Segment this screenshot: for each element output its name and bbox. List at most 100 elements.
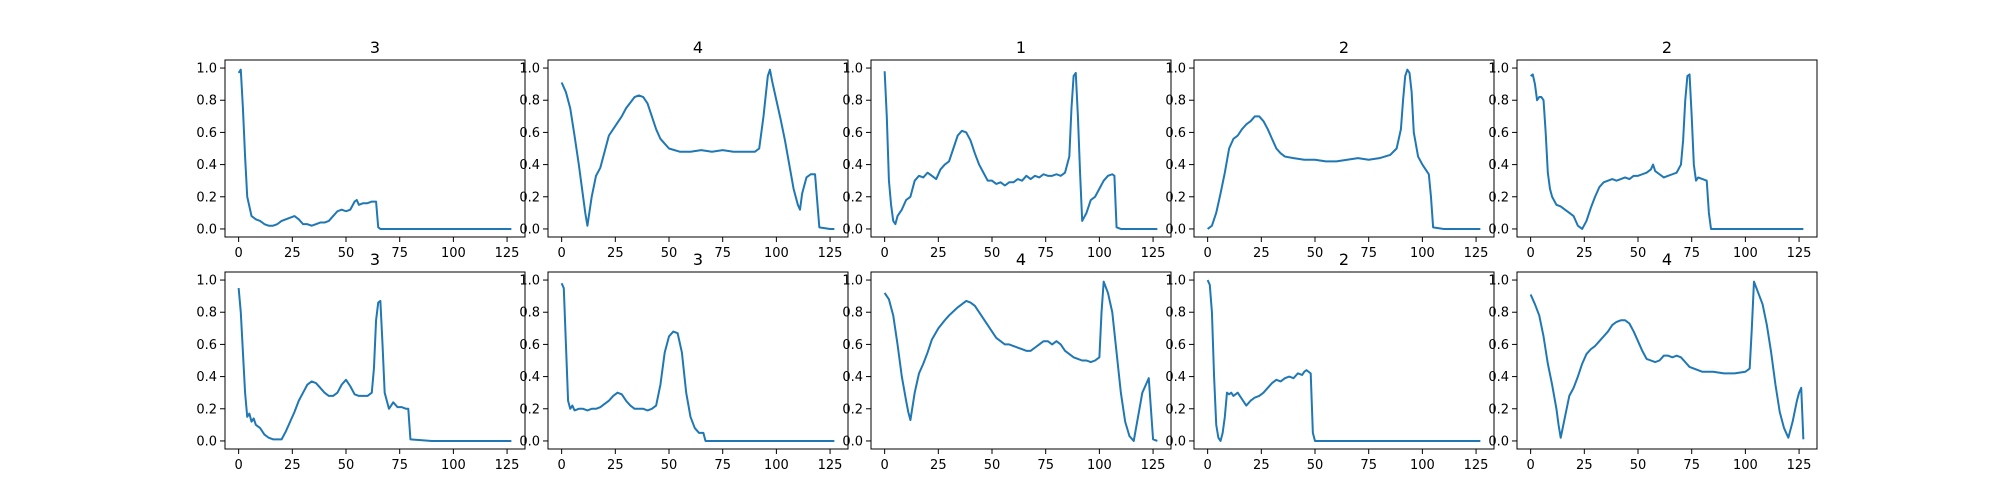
x-tick-label: 75: [391, 458, 408, 473]
axes-frame: [870, 59, 1172, 238]
x-tick-label: 125: [1787, 458, 1812, 473]
y-tick-label: 1.0: [1488, 62, 1509, 77]
y-tick-label: 0.0: [1165, 222, 1186, 237]
y-tick-label: 0.8: [1165, 94, 1186, 109]
y-tick-label: 0.6: [1488, 126, 1509, 141]
x-tick-label: 25: [1253, 458, 1270, 473]
x-tick-label: 0: [880, 246, 888, 261]
x-tick-label: 25: [284, 246, 301, 261]
x-tick-label: 125: [1464, 246, 1489, 261]
y-tick-label: 0.6: [842, 338, 863, 353]
x-tick-label: 75: [714, 458, 731, 473]
x-tick-label: 125: [495, 458, 520, 473]
y-tick-label: 0.6: [519, 126, 540, 141]
x-tick-label: 100: [441, 458, 466, 473]
series-line: [237, 68, 512, 230]
subplot-7: 3 0 25 50 75 100 125 0.0 0.2 0.4 0.6 0.8 1.0: [519, 250, 849, 473]
y-tick-label: 1.0: [196, 62, 217, 77]
series-line: [1206, 279, 1481, 442]
x-tick-label: 50: [984, 458, 1001, 473]
y-tick-label: 0.8: [1165, 306, 1186, 321]
y-tick-label: 1.0: [842, 274, 863, 289]
y-tick-label: 0.8: [196, 306, 217, 321]
y-tick-label: 0.6: [196, 338, 217, 353]
axes-frame: [1516, 59, 1818, 238]
y-tick-label: 0.2: [519, 190, 540, 205]
x-tick-label: 0: [1203, 458, 1211, 473]
subplot-title: 2: [1662, 38, 1672, 57]
x-tick-label: 75: [1683, 246, 1700, 261]
y-tick-label: 0.8: [519, 94, 540, 109]
x-tick-label: 125: [495, 246, 520, 261]
x-tick-label: 75: [1683, 458, 1700, 473]
x-tick-label: 0: [234, 246, 242, 261]
x-tick-label: 25: [930, 458, 947, 473]
y-tick-label: 0.2: [196, 190, 217, 205]
y-tick-label: 0.2: [1488, 402, 1509, 417]
x-tick-label: 0: [1526, 246, 1534, 261]
y-tick-label: 0.0: [1488, 434, 1509, 449]
x-tick-label: 100: [764, 246, 789, 261]
y-tick-label: 0.2: [842, 402, 863, 417]
y-tick-label: 0.2: [196, 402, 217, 417]
series-line: [883, 280, 1158, 442]
series-line: [1529, 280, 1805, 440]
x-tick-label: 50: [1307, 246, 1324, 261]
subplot-8: 4 0 25 50 75 100 125 0.0 0.2 0.4 0.6 0.8 1.0: [842, 250, 1172, 473]
x-tick-label: 75: [1037, 246, 1054, 261]
series-line: [560, 282, 835, 442]
series-line: [1530, 73, 1804, 230]
x-tick-label: 0: [557, 246, 565, 261]
subplot-3: 1 0 25 50 75 100 125 0.0 0.2 0.4 0.6 0.8 1.0: [842, 38, 1172, 261]
axes-frame: [224, 271, 526, 450]
x-tick-label: 50: [661, 246, 678, 261]
y-tick-label: 0.0: [196, 222, 217, 237]
x-tick-label: 100: [1733, 458, 1758, 473]
y-tick-label: 0.2: [842, 190, 863, 205]
x-tick-label: 0: [880, 458, 888, 473]
x-tick-label: 25: [1253, 246, 1270, 261]
subplot-9: 2 0 25 50 75 100 125 0.0 0.2 0.4 0.6 0.8 1.0: [1165, 250, 1495, 473]
y-tick-label: 1.0: [1488, 274, 1509, 289]
subplot-title: 2: [1339, 38, 1349, 57]
subplot-title: 4: [1662, 250, 1672, 269]
y-tick-label: 0.0: [1488, 222, 1509, 237]
x-tick-label: 100: [764, 458, 789, 473]
y-tick-label: 0.0: [519, 222, 540, 237]
x-tick-label: 0: [557, 458, 565, 473]
x-tick-label: 50: [1307, 458, 1324, 473]
x-tick-label: 125: [1787, 246, 1812, 261]
subplot-4: 2 0 25 50 75 100 125 0.0 0.2 0.4 0.6 0.8 1.0: [1165, 38, 1495, 261]
x-tick-label: 25: [1576, 246, 1593, 261]
y-tick-label: 0.2: [1488, 190, 1509, 205]
y-tick-label: 0.0: [842, 434, 863, 449]
y-tick-label: 0.2: [1165, 402, 1186, 417]
x-tick-label: 25: [930, 246, 947, 261]
axes-frame: [870, 271, 1172, 450]
x-tick-label: 100: [441, 246, 466, 261]
y-tick-label: 1.0: [1165, 62, 1186, 77]
x-tick-label: 50: [1630, 246, 1647, 261]
y-tick-label: 0.6: [842, 126, 863, 141]
subplot-10: 4 0 25 50 75 100 125 0.0 0.2 0.4 0.6 0.8 1.0: [1488, 250, 1818, 473]
x-tick-label: 50: [984, 246, 1001, 261]
axes-frame: [1193, 59, 1495, 238]
x-tick-label: 0: [1526, 458, 1534, 473]
axes-frame: [224, 59, 526, 238]
x-tick-label: 125: [1141, 246, 1166, 261]
x-tick-label: 75: [714, 246, 731, 261]
y-tick-label: 1.0: [842, 62, 863, 77]
series-line: [560, 68, 835, 230]
subplot-title: 2: [1339, 250, 1349, 269]
y-tick-label: 0.8: [1488, 306, 1509, 321]
x-tick-label: 125: [818, 458, 843, 473]
y-tick-label: 0.8: [196, 94, 217, 109]
axes-frame: [547, 271, 849, 450]
y-tick-label: 0.4: [196, 370, 217, 385]
series-line: [883, 71, 1158, 230]
x-tick-label: 50: [338, 458, 355, 473]
y-tick-label: 1.0: [519, 274, 540, 289]
y-tick-label: 0.6: [196, 126, 217, 141]
y-tick-label: 0.6: [519, 338, 540, 353]
